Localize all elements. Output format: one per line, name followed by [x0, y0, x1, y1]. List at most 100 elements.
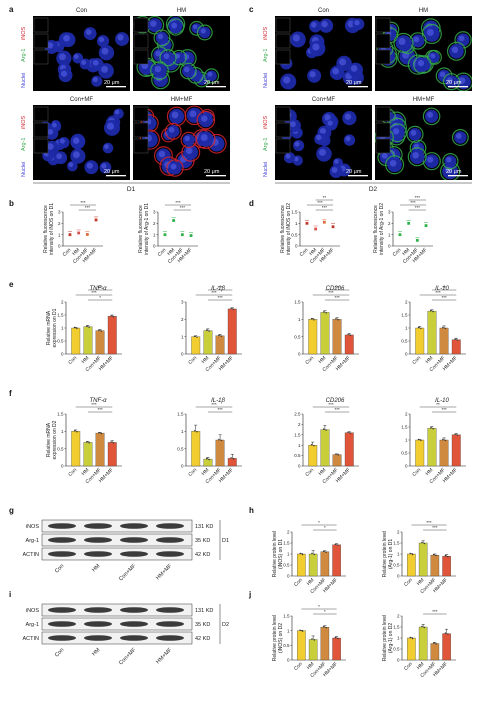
nucleus-highlight	[447, 77, 453, 84]
nucleus-highlight	[189, 110, 197, 118]
nucleus-highlight	[179, 155, 187, 163]
bar	[418, 626, 428, 661]
sig-label: ***	[322, 205, 328, 210]
panel-letter-c: c	[249, 5, 254, 14]
y-axis-label: intensity of Arg-1 on D1	[144, 203, 150, 255]
data-dot	[86, 441, 88, 443]
cells	[37, 108, 124, 175]
bar	[95, 330, 105, 355]
nucleus-highlight	[81, 60, 87, 65]
point	[94, 218, 98, 222]
y-tick-label: 0	[405, 352, 408, 357]
nucleus-highlight	[321, 21, 328, 28]
data-dot	[444, 327, 446, 330]
bar	[320, 429, 330, 467]
data-dot	[206, 329, 208, 331]
y-tick-label: 3	[153, 210, 156, 215]
y-tick-label: 2	[298, 422, 301, 427]
y-axis-label: Relative fluorescence	[43, 205, 49, 253]
data-dot	[299, 552, 301, 555]
bar	[308, 445, 318, 467]
sig-label: ***	[334, 285, 340, 290]
point	[189, 234, 193, 237]
stain-ring	[179, 62, 197, 80]
inset-panel	[33, 17, 49, 33]
inset-panel	[33, 33, 49, 49]
scale-label: 20 μm	[104, 80, 120, 86]
y-tick-label: 3	[388, 210, 391, 215]
data-dot	[337, 319, 339, 321]
nucleus-highlight	[412, 152, 419, 159]
data-dot	[417, 438, 420, 441]
blot-lane-label: HM	[91, 647, 102, 658]
y-axis-label: intensity of iNOS on D1	[49, 203, 55, 255]
blot-band	[156, 635, 184, 641]
inset-panel	[275, 138, 291, 154]
data-dot	[420, 439, 422, 442]
y-axis-label: expression on D2	[52, 420, 58, 459]
blot-g: iNOS 131 KD Arg-1 35 KD ACTIN 42 KD D1 Con HM Con…	[23, 519, 229, 582]
stain-ring	[385, 155, 405, 175]
nucleus-highlight	[192, 24, 198, 30]
panel-letter-e: e	[9, 280, 14, 289]
stain-ring	[153, 29, 171, 47]
nucleus-highlight	[324, 114, 331, 121]
data-dot	[98, 431, 100, 434]
nucleus-highlight	[334, 159, 339, 164]
scale-bar	[348, 175, 368, 177]
bar	[332, 454, 342, 467]
data-dot	[411, 553, 414, 556]
y-tick-label: 1	[153, 232, 156, 237]
nucleus-highlight	[439, 71, 446, 78]
nucleus-highlight	[451, 46, 459, 54]
point	[398, 233, 402, 237]
y-axis-label: (iNOS) on D2	[278, 623, 284, 653]
micrograph-c-1	[375, 16, 472, 91]
stain-ring	[413, 55, 432, 74]
blot-band	[48, 523, 76, 529]
stain-ring	[406, 125, 424, 143]
inset-panel	[275, 106, 291, 122]
chart-title: TNF-α	[89, 286, 107, 292]
nucleus-highlight	[294, 141, 300, 147]
data-dot	[220, 439, 222, 442]
nucleus-highlight	[290, 121, 296, 128]
marker-labels-top: iNOS Arg-1 Nuclei	[21, 27, 27, 88]
micrograph-c-2	[275, 105, 372, 180]
stain-ring	[196, 110, 216, 130]
nucleus-highlight	[332, 67, 339, 75]
point	[68, 233, 72, 237]
nucleus-highlight	[92, 59, 99, 66]
chart-d1: 00.511.5ConHMCon+MFHM+MF********Relative…	[280, 195, 340, 265]
nucleus-highlight	[200, 134, 208, 142]
data-dot	[421, 625, 423, 628]
blot-band	[48, 537, 76, 543]
panel-letter-a: a	[9, 5, 14, 14]
y-tick-label: 1	[388, 232, 391, 237]
x-tick-label: HM	[166, 247, 176, 257]
scale-bar	[106, 86, 126, 88]
x-tick-label: Con	[187, 467, 198, 478]
micrograph-c-3	[375, 105, 472, 180]
marker-nuclei: Nuclei	[263, 162, 269, 177]
data-dot	[337, 454, 339, 456]
y-tick-label: 0.5	[401, 339, 408, 344]
blot-lane-label: HM+MF	[155, 563, 174, 582]
x-tick-label: HM	[308, 247, 318, 257]
data-dot	[301, 553, 304, 556]
y-tick-label: 0	[298, 352, 301, 357]
y-tick-label: 2	[181, 317, 184, 322]
bar	[442, 556, 451, 577]
bar	[344, 432, 354, 467]
y-axis-label: Relative mRNA	[46, 422, 52, 457]
blot-row-label: iNOS	[26, 524, 39, 530]
bar	[95, 432, 105, 467]
marker-labels-bottom: iNOS Arg-1 Nuclei	[21, 116, 27, 177]
nucleus-highlight	[63, 34, 70, 42]
nucleus-highlight	[398, 37, 406, 45]
bar	[83, 326, 93, 355]
data-dot	[208, 330, 210, 332]
